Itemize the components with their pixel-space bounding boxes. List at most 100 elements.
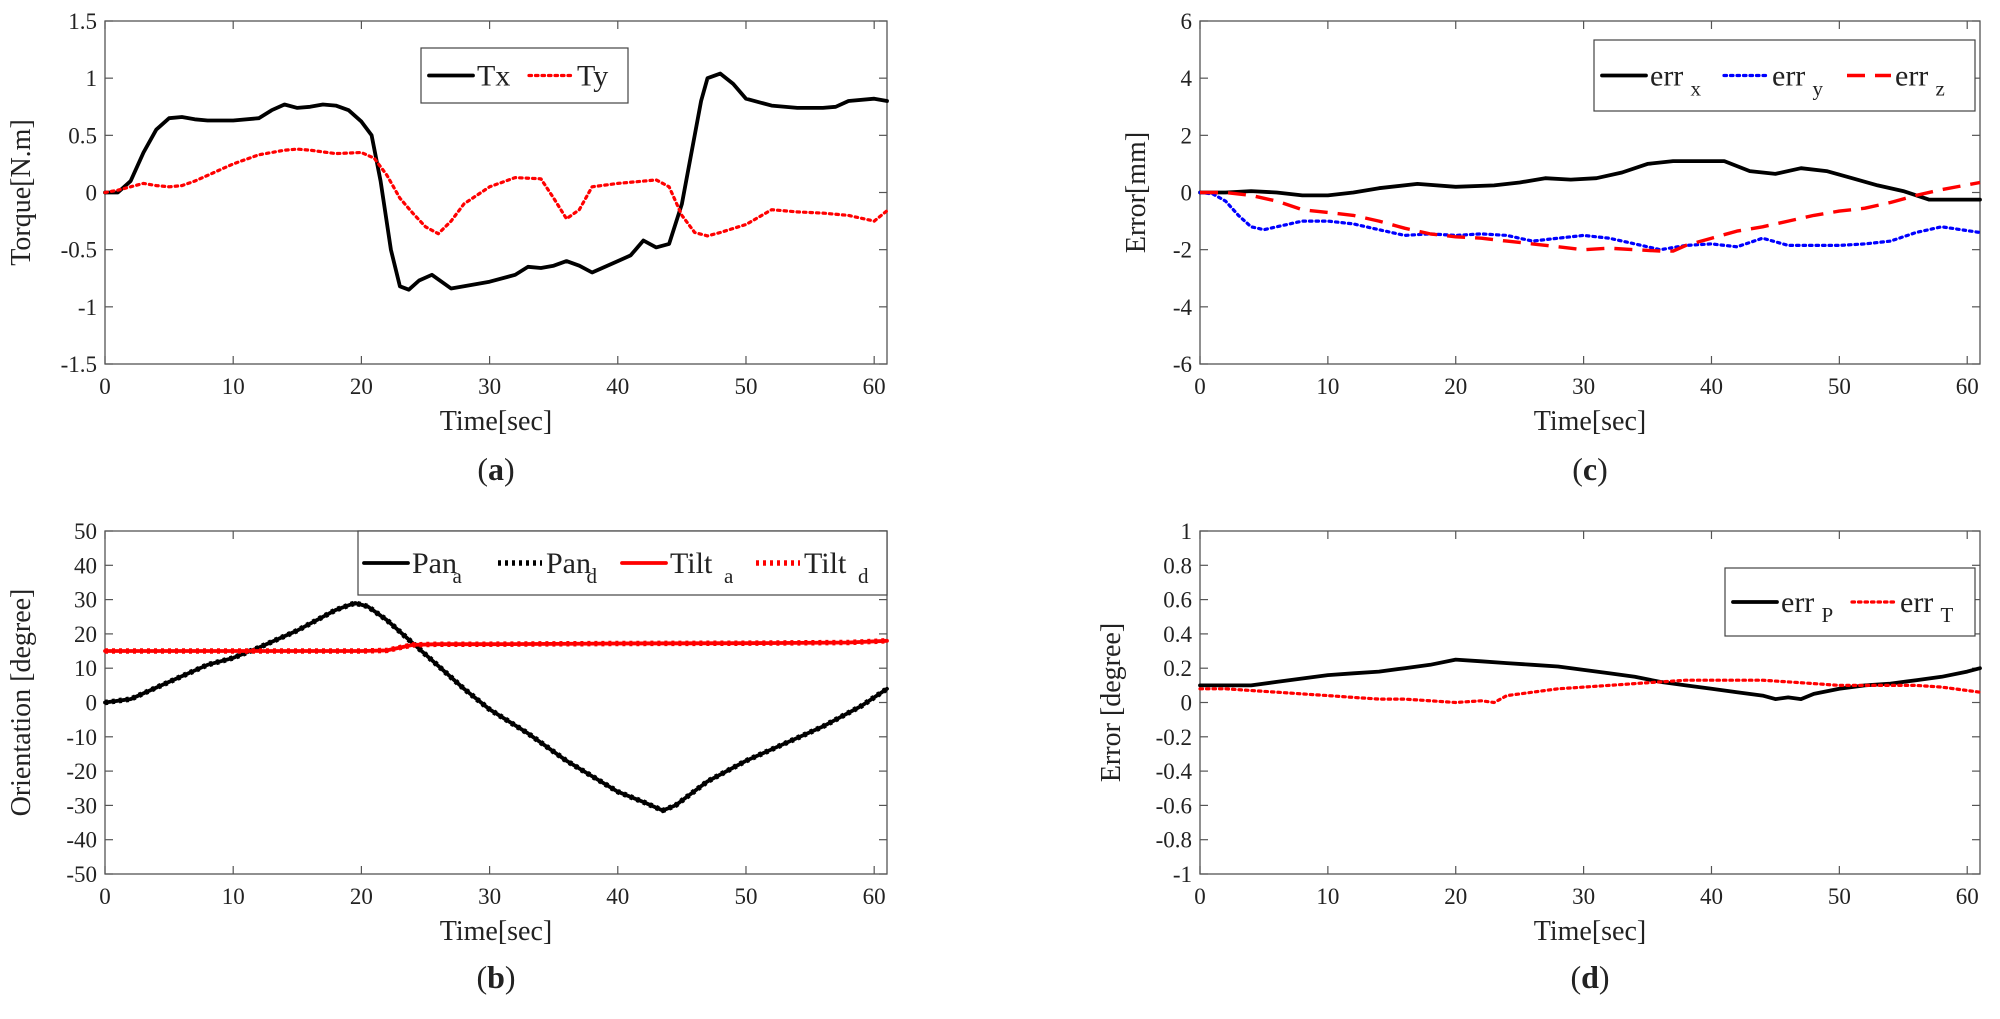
y-tick-label: -0.8: [1156, 828, 1192, 853]
y-axis-label: Error[mm]: [1121, 132, 1152, 253]
x-tick-label: 10: [1316, 374, 1339, 399]
legend-label: Pan: [412, 547, 457, 580]
series-line-pand: [104, 600, 889, 814]
x-tick-label: 40: [606, 374, 629, 399]
caption-letter: d: [1581, 959, 1599, 995]
y-tick-label: 0: [86, 691, 98, 716]
y-tick-label: -0.5: [61, 238, 97, 263]
x-tick-label: 30: [1572, 884, 1595, 909]
legend-subscript: P: [1822, 603, 1834, 627]
series-line-errx: [1198, 159, 1982, 202]
y-tick-label: -2: [1173, 238, 1192, 263]
y-tick-label: -6: [1173, 352, 1192, 377]
y-axis-label: Orientation [degree]: [6, 589, 37, 817]
legend-subscript: x: [1691, 77, 1702, 101]
y-tick-label: -30: [66, 793, 97, 818]
y-tick-label: -20: [66, 759, 97, 784]
series-line-errt: [1198, 678, 1982, 705]
y-tick-label: -10: [66, 725, 97, 750]
x-tick-label: 0: [99, 884, 111, 909]
y-tick-label: 0.2: [1163, 656, 1192, 681]
legend-label: Tilt: [670, 547, 713, 580]
panel-caption: (d): [1570, 959, 1609, 995]
series-line-errp: [1198, 657, 1982, 701]
x-axis-label: Time[sec]: [1534, 916, 1647, 947]
legend-label: err: [1900, 586, 1933, 619]
y-tick-label: -0.4: [1156, 759, 1193, 784]
legend-subscript: a: [453, 564, 463, 588]
y-tick-label: 40: [74, 553, 97, 578]
legend-label: Tx: [477, 60, 510, 93]
legend-subscript: d: [858, 564, 869, 588]
y-tick-label: 1: [86, 66, 98, 91]
caption-paren: (: [477, 451, 488, 487]
legend-subscript: z: [1936, 77, 1945, 101]
x-tick-label: 60: [863, 884, 886, 909]
y-tick-label: 0: [1181, 691, 1193, 716]
y-tick-label: 10: [74, 656, 97, 681]
caption-paren: ): [1597, 451, 1608, 487]
chart-panel-d: 0 10 20 30 40 50 60 -1 -0.8 -0.6 -0.4 -0.2 0 0.2 0.4 0.…: [1096, 519, 1982, 995]
y-tick-label: 0.6: [1163, 588, 1192, 613]
y-tick-label: -1: [78, 295, 97, 320]
legend-label: Tilt: [804, 547, 847, 580]
legend-box: [1593, 39, 1976, 112]
caption-letter: a: [488, 451, 504, 487]
y-axis-label: Torque[N.m]: [6, 119, 37, 266]
caption-paren: ): [1599, 959, 1610, 995]
y-tick-label: 6: [1181, 9, 1193, 34]
legend-subscript: a: [724, 564, 734, 588]
x-tick-label: 60: [863, 374, 886, 399]
x-axis-label: Time[sec]: [1534, 406, 1647, 437]
x-tick-label: 10: [222, 884, 245, 909]
y-tick-label: 1: [1181, 519, 1193, 544]
x-tick-label: 50: [1828, 884, 1851, 909]
y-axis-label: Error [degree]: [1096, 623, 1127, 782]
x-tick-label: 20: [1444, 374, 1467, 399]
x-tick-label: 60: [1956, 374, 1979, 399]
x-tick-label: 40: [606, 884, 629, 909]
x-tick-label: 0: [1194, 374, 1206, 399]
y-tick-label: 4: [1181, 66, 1193, 91]
y-tick-label: -0.6: [1156, 793, 1192, 818]
caption-paren: ): [505, 959, 516, 995]
x-tick-label: 50: [734, 884, 757, 909]
x-tick-label: 20: [350, 374, 373, 399]
x-tick-label: 50: [1828, 374, 1851, 399]
y-tick-label: 0: [86, 181, 98, 206]
series-line-ty: [103, 147, 889, 238]
y-tick-label: 1.5: [68, 9, 97, 34]
x-tick-label: 0: [99, 374, 111, 399]
chart-panel-c: 0 10 20 30 40 50 60 -6 -4 -2 0 2 4 6 Time[sec] Error[mm…: [1121, 9, 1982, 487]
y-tick-label: 20: [74, 622, 97, 647]
panel-caption: (c): [1572, 451, 1608, 487]
legend-label: err: [1650, 60, 1683, 93]
y-tick-label: 50: [74, 519, 97, 544]
series-line-tiltd: [105, 638, 888, 654]
x-tick-label: 20: [350, 884, 373, 909]
legend-label: Ty: [577, 60, 608, 93]
panel-caption: (a): [477, 451, 514, 487]
x-tick-label: 10: [222, 374, 245, 399]
legend-subscript: T: [1941, 603, 1954, 627]
panel-caption: (b): [476, 959, 515, 995]
x-axis-label: Time[sec]: [440, 406, 553, 437]
series-line-erry: [1198, 190, 1982, 252]
y-tick-label: 0.5: [68, 123, 97, 148]
caption-paren: (: [476, 959, 487, 995]
x-tick-label: 30: [1572, 374, 1595, 399]
x-tick-label: 10: [1316, 884, 1339, 909]
caption-letter: c: [1583, 451, 1597, 487]
y-tick-label: 0: [1181, 181, 1193, 206]
y-tick-label: -40: [66, 828, 97, 853]
y-tick-label: 2: [1181, 123, 1193, 148]
caption-paren: (: [1572, 451, 1583, 487]
series-line-errz: [1200, 180, 1981, 253]
legend-label: err: [1895, 60, 1928, 93]
y-tick-label: -1: [1173, 862, 1192, 887]
y-tick-label: 30: [74, 588, 97, 613]
legend-label: Pan: [546, 547, 591, 580]
x-tick-label: 30: [478, 374, 501, 399]
x-tick-label: 0: [1194, 884, 1206, 909]
